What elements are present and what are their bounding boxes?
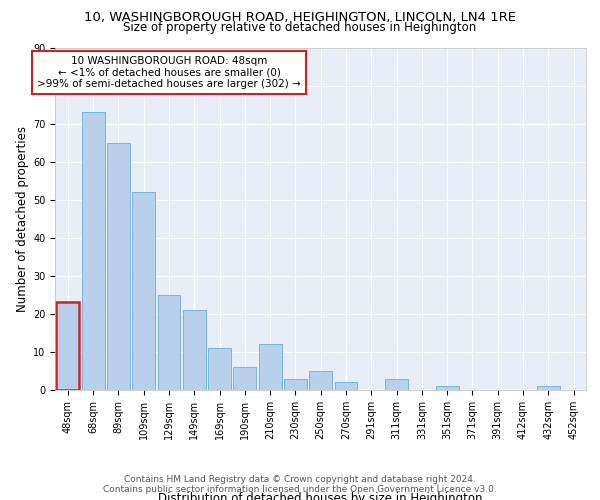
X-axis label: Distribution of detached houses by size in Heighington: Distribution of detached houses by size … xyxy=(158,492,483,500)
Bar xyxy=(310,371,332,390)
Bar xyxy=(537,386,560,390)
Text: Contains HM Land Registry data © Crown copyright and database right 2024.
Contai: Contains HM Land Registry data © Crown c… xyxy=(103,474,497,494)
Text: 10 WASHINGBOROUGH ROAD: 48sqm
← <1% of detached houses are smaller (0)
>99% of s: 10 WASHINGBOROUGH ROAD: 48sqm ← <1% of d… xyxy=(37,56,301,90)
Bar xyxy=(107,142,130,390)
Y-axis label: Number of detached properties: Number of detached properties xyxy=(16,126,29,312)
Bar xyxy=(436,386,458,390)
Bar xyxy=(385,378,408,390)
Bar xyxy=(133,192,155,390)
Bar xyxy=(183,310,206,390)
Bar xyxy=(208,348,231,390)
Text: 10, WASHINGBOROUGH ROAD, HEIGHINGTON, LINCOLN, LN4 1RE: 10, WASHINGBOROUGH ROAD, HEIGHINGTON, LI… xyxy=(84,12,516,24)
Bar xyxy=(56,302,79,390)
Text: Size of property relative to detached houses in Heighington: Size of property relative to detached ho… xyxy=(124,22,476,35)
Bar xyxy=(158,295,181,390)
Bar xyxy=(82,112,104,390)
Bar xyxy=(335,382,358,390)
Bar xyxy=(284,378,307,390)
Bar xyxy=(233,367,256,390)
Bar xyxy=(259,344,281,390)
